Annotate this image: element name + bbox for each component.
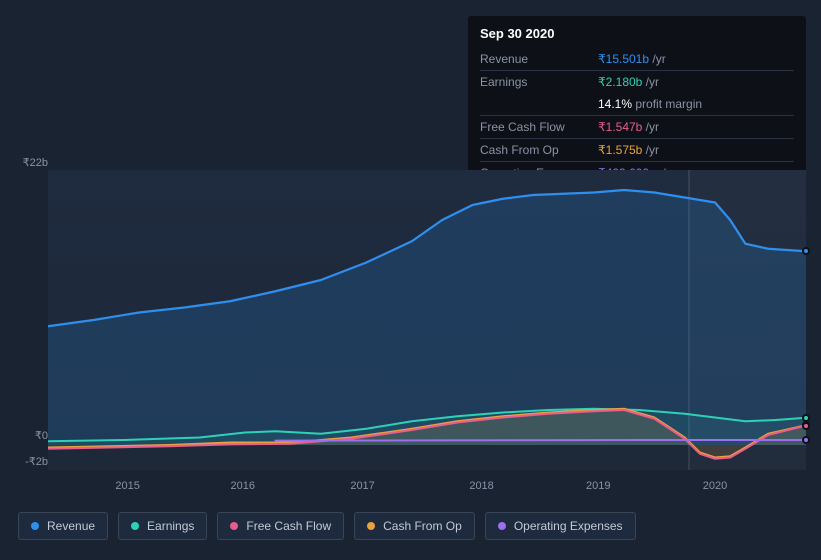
legend-dot-icon (498, 522, 506, 530)
tooltip-row-label: Earnings (480, 73, 598, 91)
tooltip-row: Earnings₹2.180b /yr (480, 70, 794, 93)
tooltip-row-sub: 14.1% profit margin (480, 93, 794, 115)
legend-item[interactable]: Revenue (18, 512, 108, 540)
y-tick-max: ₹22b (0, 156, 48, 169)
x-tick: 2020 (703, 480, 727, 492)
tooltip-row-label: Cash From Op (480, 141, 598, 159)
y-tick-min: -₹2b (0, 455, 48, 468)
legend-dot-icon (230, 522, 238, 530)
legend-dot-icon (367, 522, 375, 530)
x-tick: 2018 (469, 480, 493, 492)
tooltip-row: Revenue₹15.501b /yr (480, 48, 794, 70)
legend-item[interactable]: Free Cash Flow (217, 512, 344, 540)
tooltip-row: Free Cash Flow₹1.547b /yr (480, 115, 794, 138)
tooltip-row-value: ₹1.547b /yr (598, 118, 659, 136)
x-tick: 2016 (231, 480, 255, 492)
legend-item[interactable]: Cash From Op (354, 512, 475, 540)
point-tooltip: Sep 30 2020 Revenue₹15.501b /yrEarnings₹… (468, 16, 806, 192)
series-fill (48, 190, 806, 445)
x-tick: 2015 (115, 480, 139, 492)
series-end-dot-icon (802, 436, 810, 444)
series-end-dot-icon (802, 422, 810, 430)
legend-dot-icon (31, 522, 39, 530)
legend-item[interactable]: Earnings (118, 512, 207, 540)
tooltip-row-value: ₹1.575b /yr (598, 141, 659, 159)
tooltip-row-label: Free Cash Flow (480, 118, 598, 136)
tooltip-row-value: ₹2.180b /yr (598, 73, 659, 91)
chart-svg (48, 170, 806, 470)
legend-label: Operating Expenses (514, 519, 623, 533)
tooltip-row: Cash From Op₹1.575b /yr (480, 138, 794, 161)
legend-dot-icon (131, 522, 139, 530)
series-line (275, 440, 806, 441)
x-tick: 2017 (350, 480, 374, 492)
tooltip-row-value: ₹15.501b /yr (598, 50, 666, 68)
series-end-dot-icon (802, 247, 810, 255)
legend: Revenue Earnings Free Cash Flow Cash From O… (18, 512, 636, 540)
legend-label: Free Cash Flow (246, 519, 331, 533)
x-tick: 2019 (586, 480, 610, 492)
legend-label: Earnings (147, 519, 194, 533)
tooltip-row-label: Revenue (480, 50, 598, 68)
legend-label: Revenue (47, 519, 95, 533)
legend-item[interactable]: Operating Expenses (485, 512, 636, 540)
legend-label: Cash From Op (383, 519, 462, 533)
y-tick-zero: ₹0 (0, 429, 48, 442)
tooltip-date: Sep 30 2020 (480, 24, 794, 48)
